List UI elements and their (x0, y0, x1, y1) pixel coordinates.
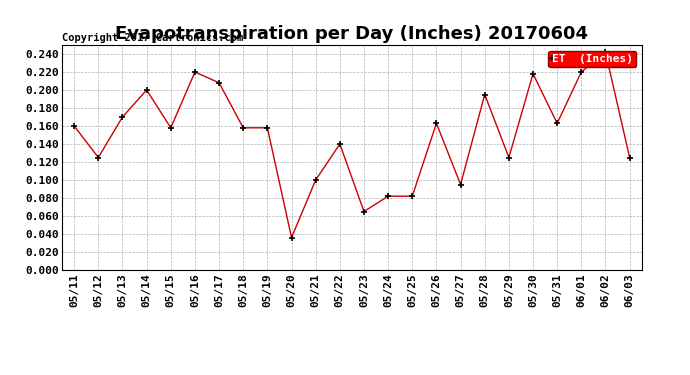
Text: Copyright 2017 Cartronics.com: Copyright 2017 Cartronics.com (62, 33, 244, 43)
ET  (Inches) (432, 121, 441, 126)
Line: ET  (Inches): ET (Inches) (70, 49, 633, 241)
ET  (Inches) (408, 194, 416, 198)
ET  (Inches) (601, 50, 609, 54)
Legend: ET  (Inches): ET (Inches) (549, 51, 636, 67)
ET  (Inches) (529, 72, 537, 76)
ET  (Inches) (94, 155, 102, 160)
ET  (Inches) (384, 194, 392, 198)
ET  (Inches) (480, 92, 489, 97)
ET  (Inches) (264, 126, 272, 130)
ET  (Inches) (553, 121, 562, 126)
ET  (Inches) (457, 182, 465, 187)
ET  (Inches) (119, 115, 127, 119)
ET  (Inches) (577, 70, 585, 74)
ET  (Inches) (625, 155, 633, 160)
ET  (Inches) (335, 142, 344, 146)
ET  (Inches) (190, 70, 199, 74)
ET  (Inches) (360, 209, 368, 214)
ET  (Inches) (166, 126, 175, 130)
ET  (Inches) (70, 124, 79, 128)
ET  (Inches) (215, 81, 224, 85)
ET  (Inches) (312, 178, 320, 182)
ET  (Inches) (239, 126, 247, 130)
ET  (Inches) (505, 155, 513, 160)
ET  (Inches) (287, 236, 295, 240)
ET  (Inches) (142, 88, 150, 92)
Title: Evapotranspiration per Day (Inches) 20170604: Evapotranspiration per Day (Inches) 2017… (115, 26, 589, 44)
